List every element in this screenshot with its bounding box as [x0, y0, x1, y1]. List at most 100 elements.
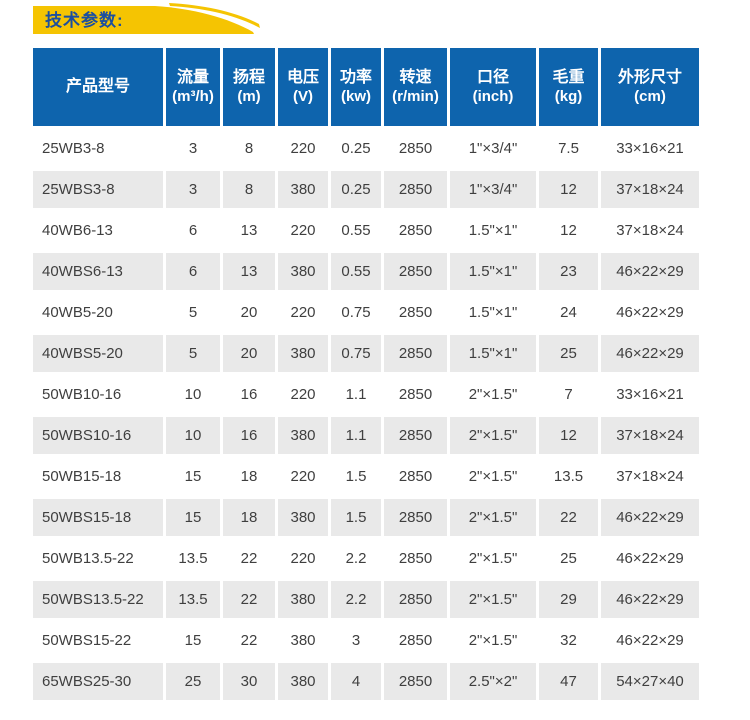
cell-weight: 13.5: [539, 458, 598, 495]
cell-head: 20: [223, 294, 275, 331]
cell-power: 0.55: [331, 212, 381, 249]
cell-voltage: 380: [278, 663, 328, 700]
cell-speed: 2850: [384, 171, 447, 208]
cell-dimensions: 46×22×29: [601, 499, 699, 536]
header-row: 产品型号 流量 (m³/h) 扬程 (m) 电压 (V) 功率 (kw) 转速 (r/min) 口径(…: [33, 48, 699, 126]
cell-dimensions: 54×27×40: [601, 663, 699, 700]
cell-speed: 2850: [384, 376, 447, 413]
cell-flow: 15: [166, 622, 220, 659]
column-header-flow: 流量 (m³/h): [166, 48, 220, 126]
cell-head: 18: [223, 458, 275, 495]
cell-weight: 12: [539, 171, 598, 208]
cell-head: 18: [223, 499, 275, 536]
cell-caliber: 2"×1.5": [450, 499, 536, 536]
cell-caliber: 2.5"×2": [450, 663, 536, 700]
cell-voltage: 220: [278, 458, 328, 495]
cell-model: 50WB13.5-22: [33, 540, 163, 577]
page-title: 技术参数:: [45, 11, 124, 30]
cell-power: 0.25: [331, 171, 381, 208]
section-title-banner: 技术参数:: [33, 3, 263, 39]
cell-speed: 2850: [384, 622, 447, 659]
cell-weight: 47: [539, 663, 598, 700]
cell-speed: 2850: [384, 212, 447, 249]
cell-model: 40WB5-20: [33, 294, 163, 331]
cell-model: 25WB3-8: [33, 130, 163, 167]
cell-model: 65WBS25-30: [33, 663, 163, 700]
cell-dimensions: 46×22×29: [601, 622, 699, 659]
cell-weight: 29: [539, 581, 598, 618]
cell-weight: 24: [539, 294, 598, 331]
cell-dimensions: 46×22×29: [601, 335, 699, 372]
cell-dimensions: 37×18×24: [601, 417, 699, 454]
spec-table: 产品型号 流量 (m³/h) 扬程 (m) 电压 (V) 功率 (kw) 转速 (r/min) 口径(…: [30, 44, 702, 704]
cell-weight: 23: [539, 253, 598, 290]
cell-head: 8: [223, 171, 275, 208]
cell-flow: 10: [166, 376, 220, 413]
cell-weight: 25: [539, 540, 598, 577]
column-header-weight: 毛重 (kg): [539, 48, 598, 126]
cell-power: 1.5: [331, 499, 381, 536]
cell-power: 3: [331, 622, 381, 659]
cell-power: 2.2: [331, 540, 381, 577]
table-row: 50WBS10-16 10 16 380 1.1 2850 2"×1.5" 12 37×18×2…: [33, 417, 699, 454]
table-row: 50WBS15-22 15 22 380 3 2850 2"×1.5" 32 46×22×29: [33, 622, 699, 659]
cell-head: 22: [223, 581, 275, 618]
column-header-dimensions: 外形尺寸 (cm): [601, 48, 699, 126]
cell-caliber: 1.5"×1": [450, 335, 536, 372]
cell-dimensions: 46×22×29: [601, 253, 699, 290]
cell-weight: 32: [539, 622, 598, 659]
column-header-voltage: 电压 (V): [278, 48, 328, 126]
cell-voltage: 220: [278, 540, 328, 577]
cell-power: 0.55: [331, 253, 381, 290]
cell-voltage: 380: [278, 622, 328, 659]
table-row: 50WB13.5-22 13.5 22 220 2.2 2850 2"×1.5" 25 46×2…: [33, 540, 699, 577]
table-row: 25WBS3-8 3 8 380 0.25 2850 1"×3/4" 12 37×18×24: [33, 171, 699, 208]
cell-flow: 5: [166, 294, 220, 331]
cell-caliber: 2"×1.5": [450, 417, 536, 454]
cell-speed: 2850: [384, 458, 447, 495]
table-row: 40WB6-13 6 13 220 0.55 2850 1.5"×1" 12 37×18×24: [33, 212, 699, 249]
table-row: 65WBS25-30 25 30 380 4 2850 2.5"×2" 47 54×27×40: [33, 663, 699, 700]
cell-flow: 6: [166, 253, 220, 290]
table-row: 50WBS13.5-22 13.5 22 380 2.2 2850 2"×1.5" 29 46×…: [33, 581, 699, 618]
cell-voltage: 380: [278, 253, 328, 290]
cell-head: 13: [223, 253, 275, 290]
cell-head: 8: [223, 130, 275, 167]
cell-model: 40WB6-13: [33, 212, 163, 249]
cell-model: 50WBS15-22: [33, 622, 163, 659]
cell-power: 0.75: [331, 335, 381, 372]
cell-weight: 7: [539, 376, 598, 413]
cell-dimensions: 46×22×29: [601, 581, 699, 618]
cell-power: 4: [331, 663, 381, 700]
cell-flow: 25: [166, 663, 220, 700]
cell-speed: 2850: [384, 663, 447, 700]
cell-voltage: 220: [278, 212, 328, 249]
cell-model: 50WBS13.5-22: [33, 581, 163, 618]
table-row: 50WB15-18 15 18 220 1.5 2850 2"×1.5" 13.5 37×18×…: [33, 458, 699, 495]
cell-flow: 13.5: [166, 540, 220, 577]
cell-speed: 2850: [384, 499, 447, 536]
cell-dimensions: 46×22×29: [601, 540, 699, 577]
cell-weight: 12: [539, 212, 598, 249]
cell-voltage: 220: [278, 294, 328, 331]
cell-caliber: 1"×3/4": [450, 171, 536, 208]
cell-flow: 6: [166, 212, 220, 249]
cell-power: 0.75: [331, 294, 381, 331]
cell-model: 50WB10-16: [33, 376, 163, 413]
table-row: 50WB10-16 10 16 220 1.1 2850 2"×1.5" 7 33×16×21: [33, 376, 699, 413]
table-row: 40WBS6-13 6 13 380 0.55 2850 1.5"×1" 23 46×22×29: [33, 253, 699, 290]
cell-caliber: 1.5"×1": [450, 212, 536, 249]
column-header-model: 产品型号: [33, 48, 163, 126]
cell-dimensions: 33×16×21: [601, 130, 699, 167]
cell-speed: 2850: [384, 581, 447, 618]
cell-voltage: 220: [278, 376, 328, 413]
cell-dimensions: 33×16×21: [601, 376, 699, 413]
cell-flow: 3: [166, 171, 220, 208]
cell-weight: 22: [539, 499, 598, 536]
cell-model: 50WB15-18: [33, 458, 163, 495]
column-header-speed: 转速 (r/min): [384, 48, 447, 126]
banner-swoosh-graphic: [33, 3, 260, 34]
cell-dimensions: 46×22×29: [601, 294, 699, 331]
cell-caliber: 2"×1.5": [450, 581, 536, 618]
cell-speed: 2850: [384, 294, 447, 331]
